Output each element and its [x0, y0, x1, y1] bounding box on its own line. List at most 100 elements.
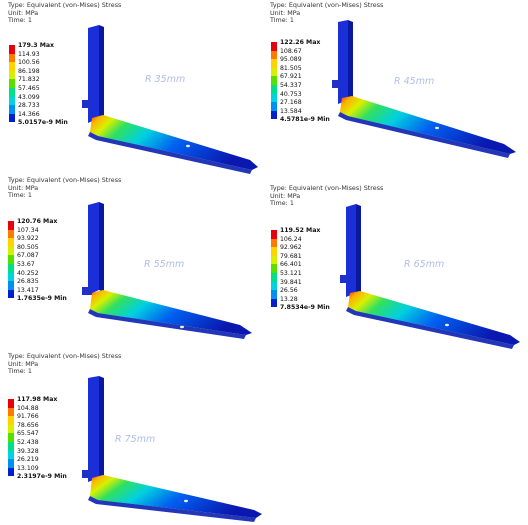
radius-label: R 35mm — [145, 74, 186, 85]
legend-swatch — [8, 424, 14, 434]
legend-swatch — [9, 62, 15, 71]
legend-max: 119.52 Max — [280, 227, 321, 234]
legend-value: 39.328 — [17, 447, 39, 455]
legend-swatch — [8, 467, 14, 477]
legend-swatch — [271, 110, 277, 120]
legend-swatch — [271, 42, 277, 51]
legend-swatch — [271, 76, 277, 85]
legend-swatch — [271, 50, 277, 60]
legend-value: 52.438 — [17, 439, 39, 446]
result-header: Type: Equivalent (von-Mises) Stress Unit… — [8, 176, 122, 200]
stress-panel-r55: Type: Equivalent (von-Mises) Stress Unit… — [0, 175, 264, 350]
legend-value: 91.766 — [17, 413, 39, 421]
legend-swatch — [8, 407, 14, 417]
result-unit: Unit: MPa — [270, 8, 301, 17]
legend-value: 13.584 — [280, 107, 302, 115]
legend-swatch — [8, 281, 14, 290]
legend-swatch — [271, 93, 277, 103]
legend-swatch — [9, 53, 15, 63]
legend-value: 27.168 — [280, 99, 302, 107]
legend-min: 4.5781e-9 Min — [280, 116, 330, 124]
legend-swatch — [9, 45, 15, 54]
legend-value: 104.88 — [17, 404, 39, 412]
result-header: Type: Equivalent (von-Mises) Stress Unit… — [8, 352, 121, 376]
legend-min: 1.7635e-9 Min — [17, 295, 67, 303]
result-unit: Unit: MPa — [8, 183, 39, 192]
legend-swatch — [271, 247, 277, 256]
legend-max: 120.76 Max — [17, 218, 58, 225]
legend-swatch — [8, 255, 14, 264]
legend-swatch — [271, 290, 277, 299]
legend-value: 26.835 — [17, 278, 39, 286]
legend-swatch — [9, 113, 15, 123]
legend-swatch — [271, 281, 277, 291]
radius-label: R 55mm — [144, 259, 185, 270]
legend-swatch — [271, 238, 277, 248]
legend-swatch — [8, 289, 14, 299]
legend-max: 122.26 Max — [280, 39, 321, 46]
legend-value: 39.841 — [280, 278, 302, 286]
legend-swatch — [8, 459, 14, 468]
legend-value: 13.417 — [17, 286, 39, 294]
result-type: Type: Equivalent (von-Mises) Stress — [270, 1, 384, 9]
fork-model — [340, 204, 520, 349]
legend-value: 95.089 — [280, 56, 302, 64]
legend-value: 53.67 — [17, 261, 35, 268]
legend-swatch — [8, 442, 14, 451]
legend-swatch — [271, 59, 277, 68]
fork-model — [82, 376, 262, 522]
legend-swatch — [8, 264, 14, 273]
radius-label: R 45mm — [394, 76, 435, 87]
legend-value: 80.505 — [17, 243, 39, 251]
legend-value: 26.219 — [17, 456, 39, 464]
legend-swatch — [271, 298, 277, 308]
radius-label: R 65mm — [404, 259, 445, 270]
legend-value: 53.121 — [280, 270, 302, 277]
legend-max: 179.3 Max — [18, 42, 55, 49]
legend-swatch — [8, 229, 14, 239]
result-type: Type: Equivalent (von-Mises) Stress — [270, 184, 384, 192]
legend-swatch — [9, 70, 15, 80]
legend-value: 40.753 — [280, 90, 302, 98]
fork-model — [332, 20, 516, 158]
result-unit: Unit: MPa — [8, 359, 39, 368]
legend-swatch — [271, 264, 277, 273]
legend-value: 107.34 — [17, 226, 39, 234]
legend-value: 43.099 — [18, 93, 40, 101]
legend-value: 26.56 — [280, 287, 298, 295]
legend-value: 13.28 — [280, 295, 298, 303]
legend-value: 71.832 — [18, 76, 40, 84]
legend-swatch — [8, 272, 14, 282]
legend-value: 54.337 — [280, 82, 302, 89]
legend-swatch — [9, 105, 15, 114]
legend-value: 81.505 — [280, 64, 302, 72]
legend-value: 65.547 — [17, 430, 39, 438]
legend-swatch — [271, 85, 277, 94]
legend-value: 93.922 — [17, 235, 39, 243]
legend-value: 67.087 — [17, 252, 39, 260]
legend-value: 40.252 — [17, 269, 39, 277]
result-unit: Unit: MPa — [8, 8, 39, 17]
result-header: Type: Equivalent (von-Mises) Stress Unit… — [270, 1, 384, 25]
legend-swatch — [271, 255, 277, 265]
legend-value: 28.733 — [18, 102, 40, 110]
legend-value: 106.24 — [280, 235, 302, 243]
legend-value: 114.93 — [18, 50, 40, 58]
legend-swatch — [8, 246, 14, 256]
fork-model — [82, 202, 252, 339]
stress-panel-r65: Type: Equivalent (von-Mises) Stress Unit… — [264, 175, 528, 350]
legend-value: 79.681 — [280, 252, 302, 260]
result-type: Type: Equivalent (von-Mises) Stress — [8, 176, 122, 184]
legend-swatch — [271, 67, 277, 77]
legend-swatch — [8, 221, 14, 230]
legend-swatch — [271, 102, 277, 111]
legend-value: 100.56 — [18, 59, 40, 67]
legend-swatch — [8, 399, 14, 408]
legend-value: 86.198 — [18, 67, 40, 75]
legend-swatch — [9, 96, 15, 106]
legend-value: 57.465 — [18, 85, 40, 92]
legend-min: 5.0157e-9 Min — [18, 119, 68, 127]
legend-value: 66.401 — [280, 261, 302, 269]
legend-value: 108.67 — [280, 47, 302, 55]
legend-swatch — [9, 79, 15, 88]
